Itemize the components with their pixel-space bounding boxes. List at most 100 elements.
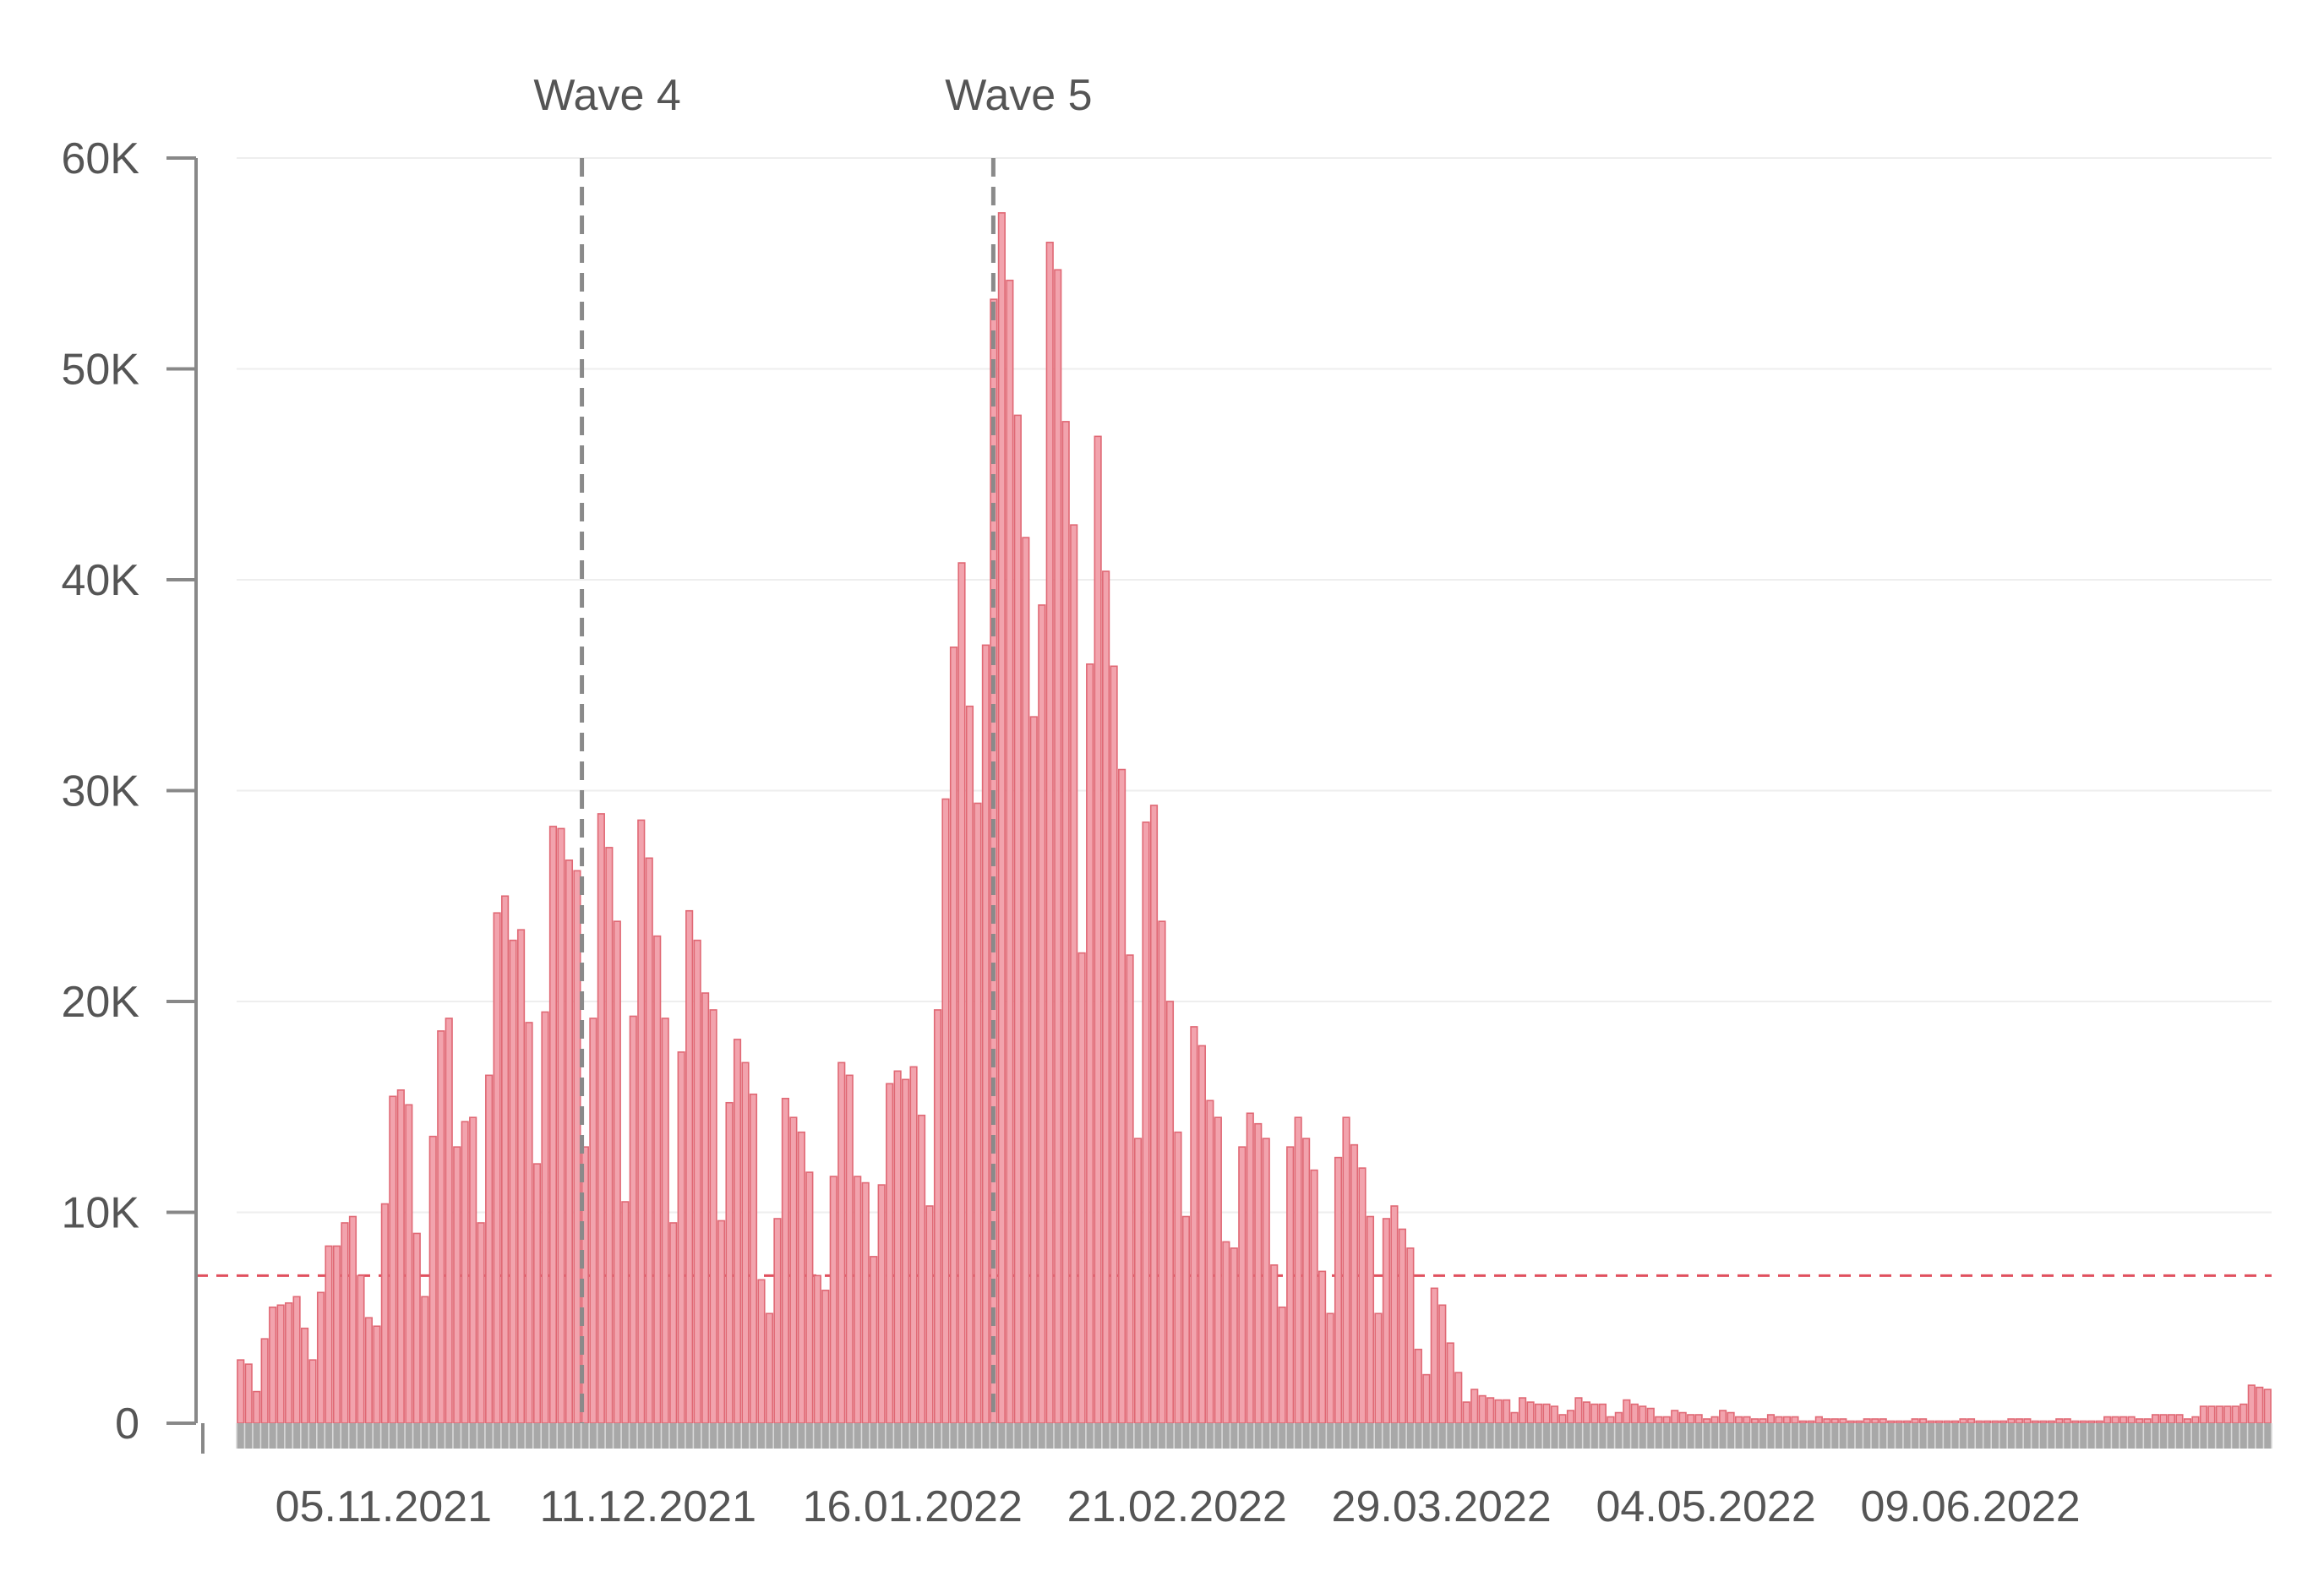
bar	[1126, 954, 1134, 1424]
bar	[589, 1018, 597, 1424]
bar	[693, 939, 701, 1424]
bar	[1302, 1138, 1311, 1424]
x-tick-label: 21.02.2022	[1067, 1482, 1287, 1531]
bar	[613, 920, 621, 1424]
bar	[805, 1171, 814, 1424]
bar	[1991, 1420, 1999, 1424]
bar	[1734, 1416, 1743, 1424]
bar	[1174, 1131, 1182, 1424]
bar	[1310, 1169, 1318, 1424]
bar	[845, 1074, 854, 1424]
bar	[1743, 1416, 1751, 1424]
bar	[2239, 1403, 2248, 1424]
bar	[405, 1104, 413, 1424]
bar	[1671, 1410, 1679, 1424]
bar	[341, 1222, 349, 1424]
bar	[1454, 1372, 1463, 1424]
bar	[244, 1363, 253, 1424]
bar	[325, 1245, 333, 1424]
bar	[516, 929, 526, 1424]
bar	[485, 1074, 494, 1424]
bar	[997, 212, 1006, 1424]
bar	[669, 1222, 678, 1424]
bar	[373, 1325, 381, 1424]
bar	[2111, 1416, 2119, 1424]
bar	[1863, 1418, 1871, 1424]
bar	[933, 1009, 942, 1424]
bar	[1254, 1122, 1263, 1424]
bar	[886, 1083, 894, 1424]
bar	[2023, 1418, 2032, 1424]
bar	[1446, 1342, 1454, 1424]
bar	[1334, 1156, 1343, 1424]
bar	[2175, 1414, 2184, 1424]
bar	[2047, 1420, 2055, 1424]
bar	[1934, 1420, 1944, 1424]
bar	[332, 1245, 341, 1424]
y-tick-label: 0	[115, 1400, 139, 1449]
bars	[237, 212, 2272, 1424]
bar	[269, 1306, 277, 1424]
bar	[1070, 524, 1078, 1424]
bar	[1342, 1116, 1350, 1424]
bar	[2199, 1405, 2208, 1424]
wave-marker-label: Wave 5	[945, 71, 1092, 120]
bar	[1503, 1399, 1511, 1424]
bar	[797, 1131, 805, 1424]
bar	[548, 826, 558, 1424]
bar	[1038, 604, 1046, 1424]
bar	[557, 827, 565, 1424]
bar	[348, 1215, 357, 1424]
bar	[1919, 1418, 1928, 1424]
bar	[1887, 1420, 1896, 1424]
bar	[1110, 665, 1118, 1424]
bar	[1839, 1418, 1847, 1424]
y-tick-label: 30K	[61, 767, 139, 816]
bar	[1927, 1420, 1935, 1424]
bar	[2135, 1418, 2144, 1424]
bar	[2183, 1418, 2192, 1424]
bar	[1646, 1407, 1655, 1424]
bar	[1662, 1416, 1671, 1424]
bar	[1246, 1112, 1254, 1424]
bar	[1061, 421, 1070, 1424]
bar	[2263, 1389, 2272, 1424]
bar	[1133, 1138, 1143, 1424]
bar	[1390, 1205, 1399, 1424]
bar	[1814, 1416, 1823, 1424]
bar	[741, 1061, 750, 1424]
bar	[1879, 1418, 1887, 1424]
bar	[1807, 1420, 1815, 1424]
bar	[917, 1114, 926, 1424]
bar	[300, 1327, 309, 1424]
bar	[1903, 1420, 1912, 1424]
bar	[1614, 1411, 1623, 1424]
bar	[1286, 1146, 1295, 1424]
bar	[1967, 1418, 1976, 1424]
bar	[1487, 1397, 1495, 1424]
bar	[605, 847, 614, 1424]
bar	[941, 798, 950, 1424]
bar	[412, 1232, 421, 1424]
bar	[2247, 1384, 2256, 1424]
bar	[1438, 1304, 1447, 1424]
bar	[428, 1135, 437, 1424]
bar	[1558, 1414, 1567, 1424]
bar	[453, 1146, 461, 1424]
bar	[661, 1018, 669, 1424]
bar	[653, 935, 662, 1424]
bar	[2039, 1420, 2048, 1424]
y-tick-label: 50K	[61, 346, 139, 395]
bar	[909, 1066, 918, 1424]
bar	[1550, 1405, 1559, 1424]
bar	[757, 1279, 766, 1424]
bar	[1534, 1403, 1543, 1424]
x-tick-label: 09.06.2022	[1860, 1482, 2080, 1531]
bar	[773, 1218, 782, 1424]
bar	[1950, 1420, 1960, 1424]
bar	[837, 1061, 846, 1424]
bar	[1382, 1218, 1391, 1424]
bar	[1238, 1146, 1247, 1424]
bar	[1911, 1418, 1919, 1424]
bar	[645, 857, 653, 1424]
